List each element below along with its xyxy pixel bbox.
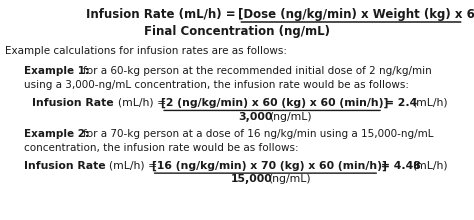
Text: = 2.4: = 2.4 [385, 98, 417, 108]
Text: Infusion Rate: Infusion Rate [32, 98, 114, 108]
Text: Example 2:: Example 2: [24, 129, 89, 139]
Text: 3,000: 3,000 [238, 112, 272, 121]
Text: Example 1:: Example 1: [24, 66, 89, 76]
Text: = 4.48: = 4.48 [381, 161, 421, 170]
Text: (mL/h) =: (mL/h) = [118, 98, 166, 108]
Text: Final Concentration (ng/mL): Final Concentration (ng/mL) [144, 25, 330, 38]
Text: using a 3,000-ng/mL concentration, the infusion rate would be as follows:: using a 3,000-ng/mL concentration, the i… [24, 80, 409, 90]
Text: (ng/mL): (ng/mL) [268, 174, 310, 184]
Text: [Dose (ng/kg/min) x Weight (kg) x 60 min/h]: [Dose (ng/kg/min) x Weight (kg) x 60 min… [238, 8, 474, 21]
Text: for a 60-kg person at the recommended initial dose of 2 ng/kg/min: for a 60-kg person at the recommended in… [83, 66, 432, 76]
Text: 15,000: 15,000 [230, 174, 272, 184]
Text: (ng/mL): (ng/mL) [269, 112, 312, 121]
Text: (mL/h): (mL/h) [412, 98, 448, 108]
Text: (mL/h): (mL/h) [412, 161, 448, 170]
Text: [16 (ng/kg/min) x 70 (kg) x 60 (min/h)]: [16 (ng/kg/min) x 70 (kg) x 60 (min/h)] [152, 161, 387, 171]
Text: Infusion Rate (mL/h) =: Infusion Rate (mL/h) = [86, 8, 236, 21]
Text: Infusion Rate: Infusion Rate [24, 161, 105, 170]
Text: Example calculations for infusion rates are as follows:: Example calculations for infusion rates … [5, 46, 287, 56]
Text: (mL/h) =: (mL/h) = [109, 161, 157, 170]
Text: for a 70-kg person at a dose of 16 ng/kg/min using a 15,000-ng/mL: for a 70-kg person at a dose of 16 ng/kg… [83, 129, 433, 139]
Text: [2 (ng/kg/min) x 60 (kg) x 60 (min/h)]: [2 (ng/kg/min) x 60 (kg) x 60 (min/h)] [161, 98, 389, 108]
Text: concentration, the infusion rate would be as follows:: concentration, the infusion rate would b… [24, 143, 298, 152]
